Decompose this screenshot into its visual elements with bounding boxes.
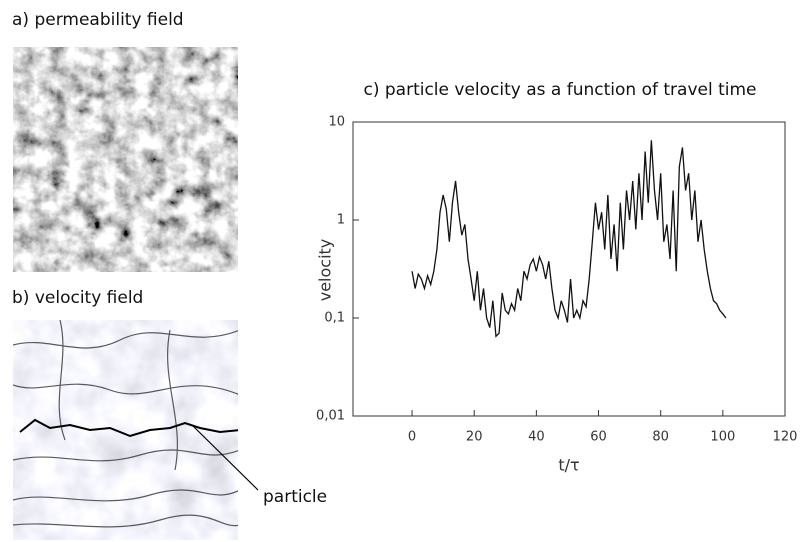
y-tick-label: 10 — [328, 115, 345, 130]
x-tick-label: 80 — [652, 430, 669, 445]
x-tick-label: 0 — [408, 430, 416, 445]
velocity-line — [411, 140, 727, 338]
x-tick-label: 40 — [528, 430, 545, 445]
y-axis-label: velocity — [316, 239, 335, 302]
y-tick-label: 1 — [337, 213, 345, 228]
x-tick-label: 100 — [710, 430, 735, 445]
x-tick-label: 120 — [773, 430, 798, 445]
panel-title: b) velocity field — [12, 288, 143, 308]
x-tick-label: 60 — [590, 430, 607, 445]
velocity-image — [13, 320, 238, 540]
x-axis-label: t/τ — [558, 456, 579, 475]
annotation: particle — [263, 487, 327, 507]
y-tick-label: 0,1 — [324, 311, 345, 326]
plot-frame — [352, 121, 786, 417]
panel-title: a) permeability field — [12, 10, 184, 30]
permeability-image — [13, 47, 238, 272]
y-tick-label: 0,01 — [316, 409, 345, 424]
chart-title: c) particle velocity as a function of tr… — [363, 80, 756, 100]
x-tick-label: 20 — [466, 430, 483, 445]
leader-line — [191, 424, 259, 491]
